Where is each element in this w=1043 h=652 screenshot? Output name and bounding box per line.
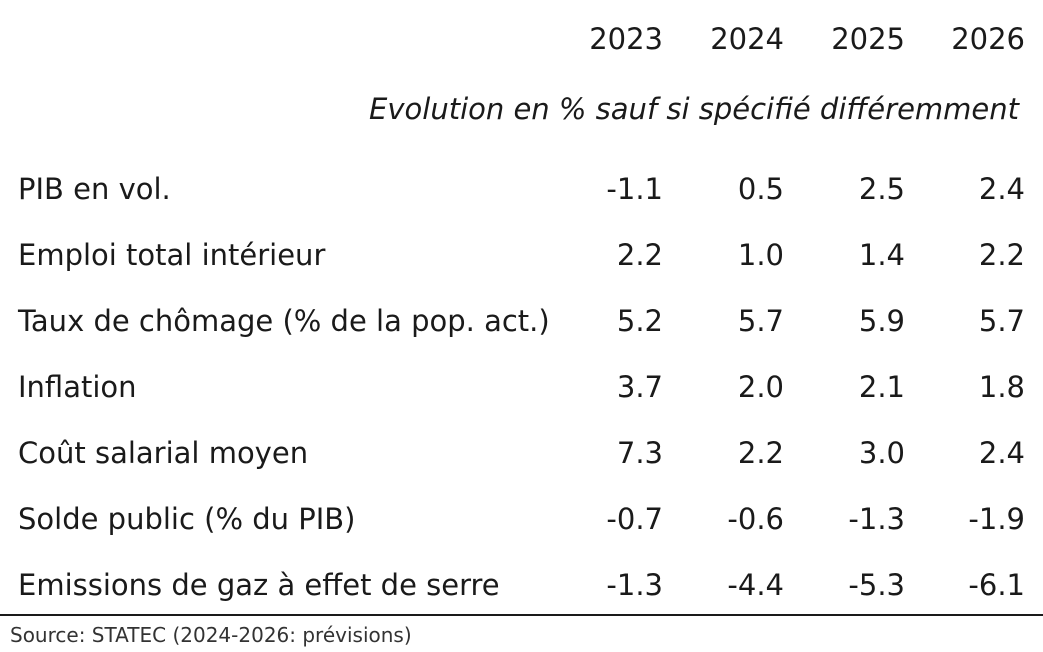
table-cell-2025: -1.3 (848, 502, 905, 536)
table-cell-2023: 2.2 (616, 238, 663, 272)
table-cell-2024: 2.2 (737, 436, 784, 470)
table-cell-2023: -0.7 (606, 502, 663, 536)
table-cell-2024: 5.7 (737, 304, 784, 338)
table-cell-2023: -1.3 (606, 568, 663, 602)
table-row: PIB en vol. -1.1 0.5 2.5 2.4 (0, 172, 1043, 232)
table-cell-2024: 0.5 (737, 172, 784, 206)
column-header-2026: 2026 (951, 22, 1025, 56)
column-header-2023: 2023 (589, 22, 663, 56)
row-label: Coût salarial moyen (18, 436, 309, 470)
table-cell-2025: -5.3 (848, 568, 905, 602)
table-row: Solde public (% du PIB) -0.7 -0.6 -1.3 -1.9 (0, 502, 1043, 562)
table-cell-2023: 7.3 (616, 436, 663, 470)
row-label: Solde public (% du PIB) (18, 502, 356, 536)
table-row: Taux de chômage (% de la pop. act.) 5.2 5.… (0, 304, 1043, 364)
table-cell-2024: 2.0 (737, 370, 784, 404)
row-label: Inflation (18, 370, 137, 404)
table-row: Emissions de gaz à effet de serre -1.3 -4.… (0, 568, 1043, 628)
table-cell-2023: -1.1 (606, 172, 663, 206)
table-cell-2023: 5.2 (616, 304, 663, 338)
row-label: Emploi total intérieur (18, 238, 326, 272)
table-cell-2026: 2.4 (978, 172, 1025, 206)
table-subtitle: Evolution en % sauf si spécifié différem… (369, 92, 1019, 126)
table-cell-2025: 1.4 (858, 238, 905, 272)
table-cell-2024: -4.4 (727, 568, 784, 602)
row-label: Taux de chômage (% de la pop. act.) (18, 304, 550, 338)
table-cell-2024: -0.6 (727, 502, 784, 536)
table-cell-2026: 5.7 (978, 304, 1025, 338)
table-row: Coût salarial moyen 7.3 2.2 3.0 2.4 (0, 436, 1043, 496)
table-cell-2026: 2.2 (978, 238, 1025, 272)
table-cell-2025: 2.1 (858, 370, 905, 404)
table-cell-2025: 3.0 (858, 436, 905, 470)
table-cell-2026: 1.8 (978, 370, 1025, 404)
table-cell-2025: 5.9 (858, 304, 905, 338)
table-cell-2026: -1.9 (968, 502, 1025, 536)
source-note: Source: STATEC (2024-2026: prévisions) (10, 623, 412, 647)
table-cell-2025: 2.5 (858, 172, 905, 206)
table-cell-2026: -6.1 (968, 568, 1025, 602)
table-cell-2024: 1.0 (737, 238, 784, 272)
table-cell-2026: 2.4 (978, 436, 1025, 470)
row-label: PIB en vol. (18, 172, 171, 206)
column-header-2025: 2025 (831, 22, 905, 56)
bottom-rule (0, 614, 1043, 616)
table-row: Inflation 3.7 2.0 2.1 1.8 (0, 370, 1043, 430)
table-row: Emploi total intérieur 2.2 1.0 1.4 2.2 (0, 238, 1043, 298)
table-cell-2023: 3.7 (616, 370, 663, 404)
row-label: Emissions de gaz à effet de serre (18, 568, 500, 602)
column-header-2024: 2024 (710, 22, 784, 56)
